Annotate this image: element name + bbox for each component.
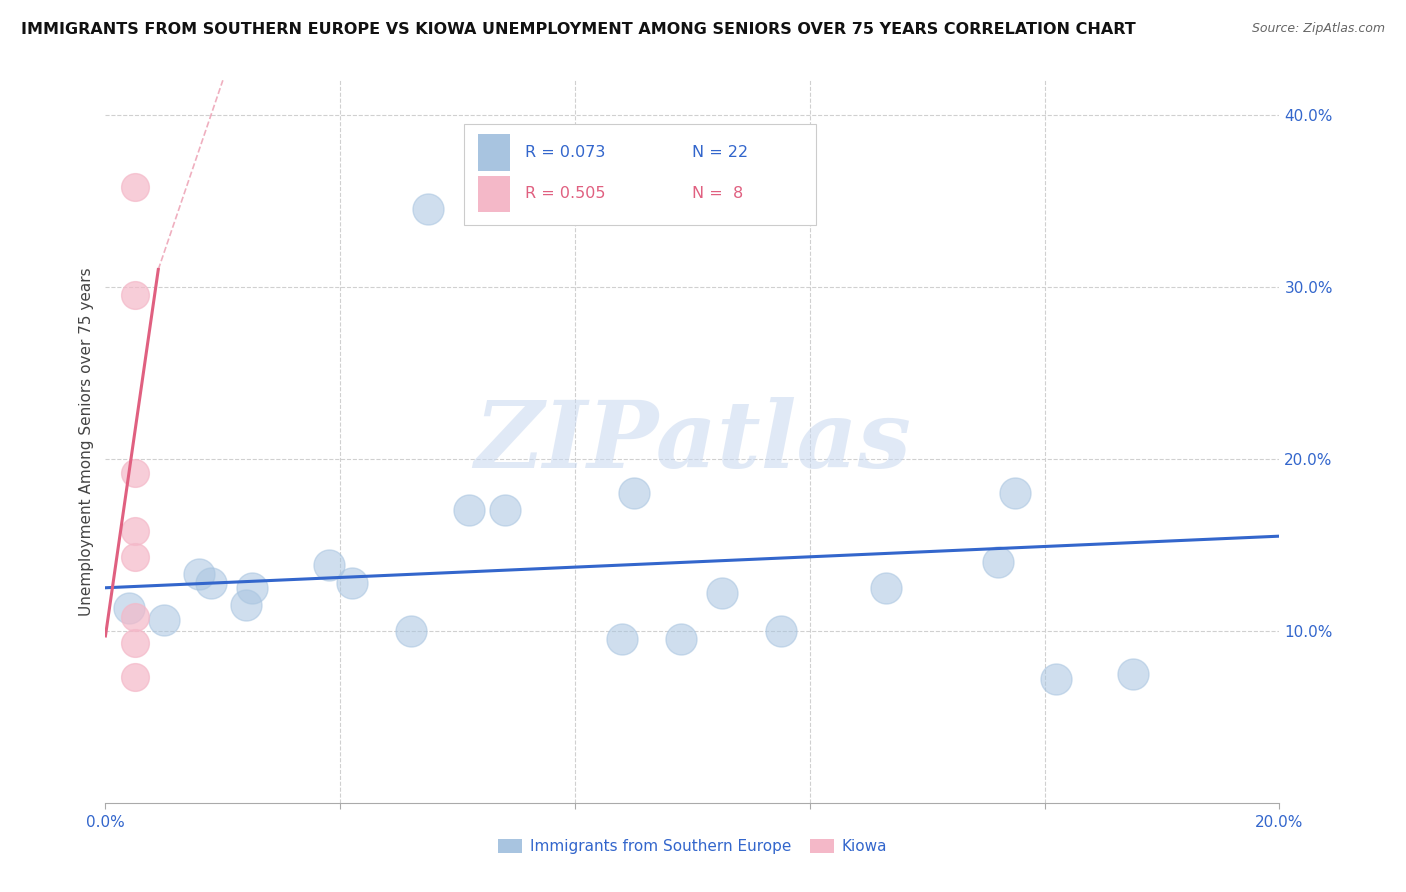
Legend: Immigrants from Southern Europe, Kiowa: Immigrants from Southern Europe, Kiowa — [492, 833, 893, 860]
Point — [340, 575, 363, 590]
Text: N =  8: N = 8 — [693, 186, 744, 202]
Point — [124, 288, 146, 302]
FancyBboxPatch shape — [478, 135, 510, 170]
Point — [124, 466, 146, 480]
Point — [1004, 486, 1026, 500]
Point — [458, 503, 481, 517]
FancyBboxPatch shape — [478, 176, 510, 211]
Text: IMMIGRANTS FROM SOUTHERN EUROPE VS KIOWA UNEMPLOYMENT AMONG SENIORS OVER 75 YEAR: IMMIGRANTS FROM SOUTHERN EUROPE VS KIOWA… — [21, 22, 1136, 37]
Point — [399, 624, 422, 638]
Text: Source: ZipAtlas.com: Source: ZipAtlas.com — [1251, 22, 1385, 36]
Point — [240, 581, 263, 595]
Point — [1045, 672, 1067, 686]
Text: ZIPatlas: ZIPatlas — [474, 397, 911, 486]
Point — [124, 180, 146, 194]
Point — [494, 503, 516, 517]
Text: N = 22: N = 22 — [693, 145, 748, 160]
Text: R = 0.073: R = 0.073 — [524, 145, 605, 160]
Point — [1122, 666, 1144, 681]
Point — [124, 549, 146, 564]
Point — [124, 670, 146, 684]
Point — [623, 486, 645, 500]
Point — [118, 601, 141, 615]
Point — [153, 614, 176, 628]
Point — [188, 567, 211, 582]
Point — [124, 610, 146, 624]
Point — [124, 524, 146, 538]
Point — [124, 636, 146, 650]
Point — [987, 555, 1010, 569]
Point — [710, 586, 733, 600]
Point — [769, 624, 792, 638]
Point — [875, 581, 897, 595]
Point — [418, 202, 440, 217]
Point — [200, 575, 222, 590]
Point — [235, 598, 257, 612]
Point — [669, 632, 692, 647]
Point — [610, 632, 633, 647]
FancyBboxPatch shape — [464, 124, 815, 225]
Text: R = 0.505: R = 0.505 — [524, 186, 605, 202]
Point — [318, 558, 340, 573]
Y-axis label: Unemployment Among Seniors over 75 years: Unemployment Among Seniors over 75 years — [79, 268, 94, 615]
